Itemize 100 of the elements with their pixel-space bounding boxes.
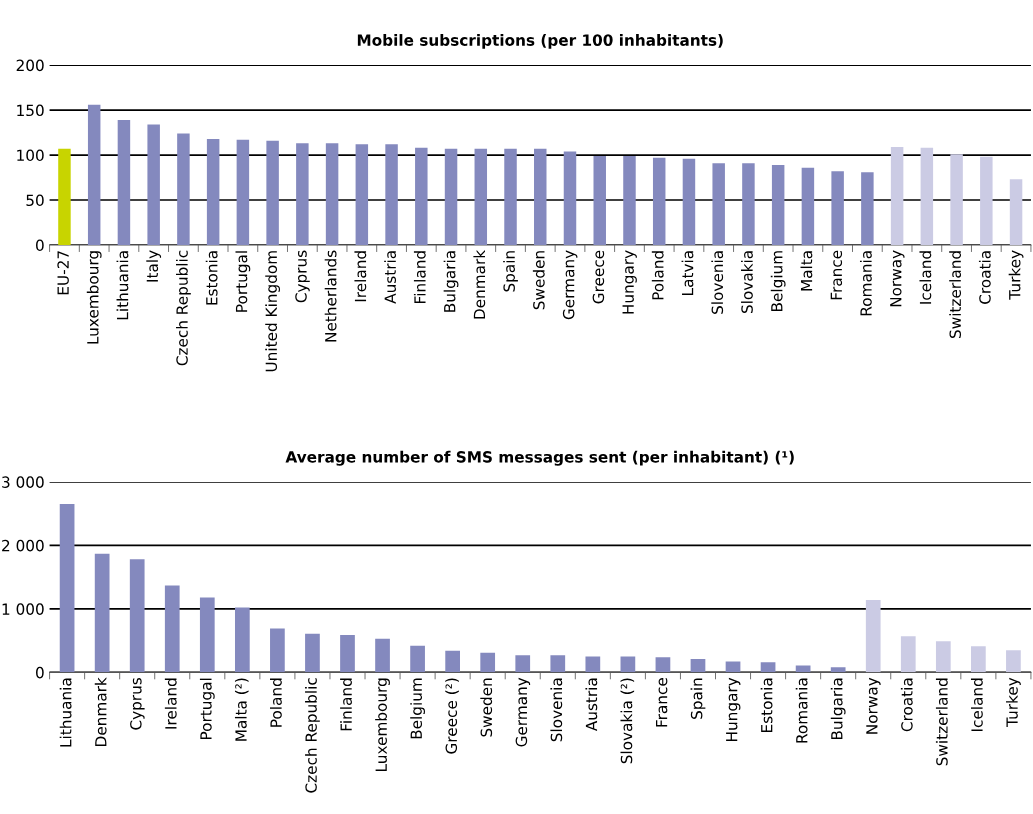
bar xyxy=(690,659,706,673)
bar xyxy=(444,148,458,246)
bar xyxy=(652,157,666,246)
bar xyxy=(585,656,601,673)
x-tick-label: Bulgaria xyxy=(443,251,459,312)
bar xyxy=(623,155,636,246)
bar xyxy=(480,652,496,673)
y-tick-label: 1 000 xyxy=(2,603,44,615)
x-tick-label: Denmark xyxy=(94,677,107,746)
x-tick-label: Malta (²) xyxy=(234,678,249,741)
bar xyxy=(682,158,696,246)
bar xyxy=(830,667,846,673)
x-tick-label: Finland xyxy=(340,678,352,731)
bar xyxy=(900,636,916,673)
x-tick-label: Ireland xyxy=(354,251,367,302)
x-tick-label: Croatia xyxy=(900,678,913,732)
bar xyxy=(410,645,425,673)
bar xyxy=(445,650,460,673)
x-tick-label: Lithuania xyxy=(116,251,129,320)
x-tick-label: Romania xyxy=(859,251,872,316)
bar xyxy=(1009,179,1023,246)
bar xyxy=(861,172,874,246)
x-tick-label: Croatia xyxy=(978,251,991,304)
x-tick-label: Greece (²) xyxy=(445,678,459,754)
x-tick-label: France xyxy=(830,250,843,300)
chart-title: Mobile subscriptions (per 100 inhabitants) xyxy=(357,34,723,49)
bar xyxy=(515,655,531,673)
x-tick-label: Poland xyxy=(651,251,664,300)
bar xyxy=(980,156,993,246)
bar xyxy=(59,504,75,673)
bar xyxy=(266,140,279,246)
bar xyxy=(385,144,398,246)
bar xyxy=(971,646,986,673)
chart-title: Average number of SMS messages sent (per inhabitant) (¹) xyxy=(285,450,794,466)
x-tick-label: Poland xyxy=(270,678,282,727)
bar xyxy=(177,133,190,246)
y-tick-label: 0 xyxy=(36,666,44,679)
bar xyxy=(415,147,428,246)
x-tick-label: Luxembourg xyxy=(86,251,102,344)
x-tick-label: Belgium xyxy=(770,251,786,312)
bar xyxy=(935,641,951,673)
x-tick-label: Norway xyxy=(866,677,881,734)
bar xyxy=(795,665,811,673)
y-tick-label: 200 xyxy=(16,59,44,72)
x-tick-label: Greece xyxy=(592,250,605,304)
x-tick-label: Belgium xyxy=(410,678,425,739)
bar xyxy=(117,119,131,246)
x-tick-label: Estonia xyxy=(205,251,218,305)
bar xyxy=(593,155,606,246)
x-tick-label: Turkey xyxy=(1008,250,1024,300)
x-tick-label: Denmark xyxy=(473,249,486,319)
x-tick-label: Austria xyxy=(384,251,396,304)
bar xyxy=(620,656,636,673)
bar xyxy=(58,148,71,246)
x-tick-label: Bulgaria xyxy=(830,678,846,740)
x-tick-label: Italy xyxy=(146,250,162,282)
x-tick-label: Hungary xyxy=(726,677,741,741)
x-tick-label: Spain xyxy=(690,678,706,719)
bar xyxy=(340,634,355,673)
bar xyxy=(890,146,904,246)
bar xyxy=(87,104,101,246)
bar xyxy=(147,124,160,246)
x-tick-label: Estonia xyxy=(760,678,773,732)
bar xyxy=(504,148,517,246)
bar xyxy=(206,138,220,246)
bar xyxy=(94,553,110,673)
x-tick-label: Norway xyxy=(890,250,905,307)
y-tick-label: 3 000 xyxy=(2,476,44,488)
bar xyxy=(742,163,755,246)
x-tick-label: Luxembourg xyxy=(375,678,390,771)
x-tick-label: Lithuania xyxy=(59,678,72,747)
x-tick-label: Slovenia xyxy=(711,251,724,314)
x-tick-label: Slovakia (²) xyxy=(620,678,635,764)
bar xyxy=(375,638,390,673)
y-tick-label: 50 xyxy=(26,194,44,207)
x-tick-label: Sweden xyxy=(532,251,545,310)
bar xyxy=(355,144,369,246)
bar xyxy=(655,657,671,673)
bar xyxy=(950,154,963,246)
y-tick-label: 150 xyxy=(17,104,44,117)
y-tick-label: 2 000 xyxy=(2,539,44,552)
x-tick-label: Malta xyxy=(800,251,813,291)
bar xyxy=(831,171,844,246)
x-tick-label: Germany xyxy=(562,250,578,320)
bar xyxy=(712,163,725,246)
bar xyxy=(760,662,776,673)
x-tick-label: Czech Republic xyxy=(176,250,191,366)
x-tick-label: Portugal xyxy=(199,678,215,739)
x-tick-label: Sweden xyxy=(480,678,493,737)
x-tick-label: Germany xyxy=(515,677,531,747)
bar xyxy=(199,597,215,673)
x-tick-label: France xyxy=(656,678,668,727)
x-tick-label: Switzerland xyxy=(949,251,962,338)
bar xyxy=(164,585,180,673)
bar xyxy=(920,147,934,246)
y-tick-label: 100 xyxy=(17,149,44,162)
x-tick-label: Ireland xyxy=(164,678,177,729)
bar xyxy=(129,559,145,673)
x-tick-label: Austria xyxy=(585,678,598,732)
bar xyxy=(270,628,285,673)
